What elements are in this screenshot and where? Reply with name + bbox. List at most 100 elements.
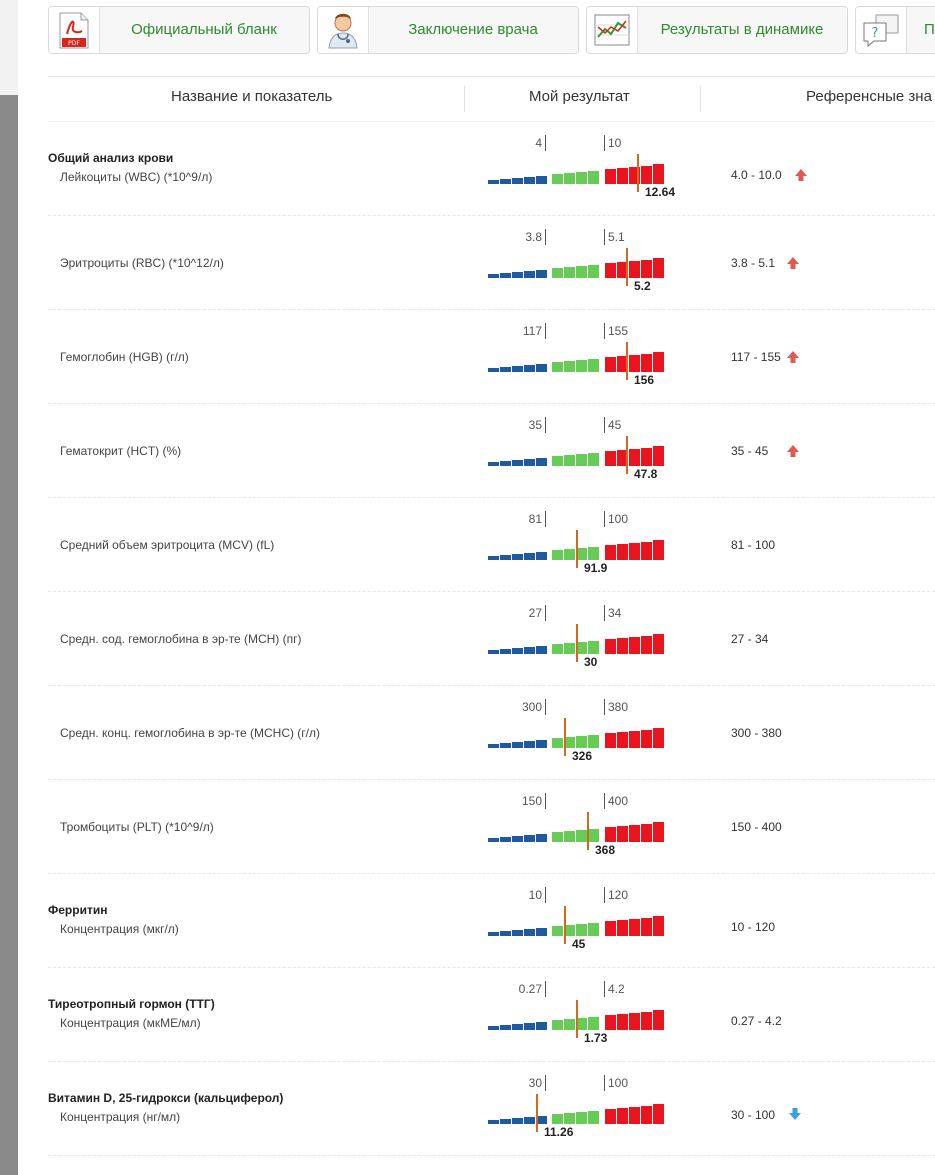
result-marker [626,342,628,380]
row-divider [48,497,935,498]
result-value: 47.8 [634,467,658,481]
row-divider [48,309,935,310]
reference-low-label: 27 [528,606,542,620]
reference-range: 10 - 120 [731,920,776,934]
header-name: Название и показатель [171,88,333,105]
group-title: Витамин D, 25-гидрокси (кальциферол) [48,1091,284,1105]
reference-high-tick [604,229,605,245]
doctor-icon [318,7,369,53]
reference-range: 27 - 34 [731,632,769,646]
reference-high-label: 10 [608,136,622,150]
result-scale: 30 100 11.26 [488,1062,668,1156]
reference-high-tick [604,981,605,997]
header-separator [700,86,701,112]
official-form-button[interactable]: PDF Официальный бланк [48,6,310,54]
reference-low-tick [545,699,546,715]
scale-bars [488,352,664,372]
result-scale: 0.27 4.2 1.73 [488,968,668,1062]
parameter-name: Гематокрит (HCT) (%) [60,444,182,458]
result-value: 11.26 [544,1125,574,1139]
dynamics-results-button[interactable]: Результаты в динамике [586,6,848,54]
table-row: Средн. сод. гемоглобина в эр-те (MCH) (п… [48,592,935,686]
reference-range: 117 - 155 [731,350,781,364]
result-scale: 3.8 5.1 5.2 [488,216,668,310]
reference-low-tick [545,323,546,339]
table-row: Тромбоциты (PLT) (*10^9/л) 150 400 368 1… [48,780,935,874]
arrow-up-icon [795,169,807,181]
header-separator [464,86,465,112]
reference-low-tick [545,887,546,903]
parameter-name: Лейкоциты (WBC) (*10^9/л) [60,170,213,184]
result-value: 156 [634,373,655,387]
reference-high-label: 400 [608,794,629,808]
result-value: 45 [572,937,586,951]
svg-text:?: ? [872,26,879,41]
table-row: Тиреотропный гормон (ТТГ) Концентрация (м… [48,968,935,1062]
questions-button[interactable]: ? По [855,6,935,54]
result-value: 326 [572,749,593,763]
table-row: Средн. конц. гемоглобина в эр-те (MCHC) … [48,686,935,780]
scale-bars [488,822,664,842]
reference-high-label: 120 [608,888,629,902]
scale-bars [488,446,664,466]
result-scale: 4 10 12.64 [488,122,675,216]
reference-range: 81 - 100 [731,538,776,552]
group-title: Общий анализ крови [48,151,174,165]
result-value: 5.2 [634,279,651,293]
result-scale: 27 34 30 [488,592,668,686]
reference-low-label: 10 [528,888,542,902]
scale-bars [488,634,664,654]
header-my-result: Мой результат [529,88,630,105]
reference-range: 3.8 - 5.1 [731,256,776,270]
reference-low-tick [545,511,546,527]
reference-high-label: 45 [608,418,622,432]
header-divider [48,121,935,122]
parameter-name: Средн. сод. гемоглобина в эр-те (MCH) (п… [60,632,302,646]
arrow-up-icon [787,257,799,269]
reference-range: 0.27 - 4.2 [731,1014,782,1028]
reference-high-label: 5.1 [608,230,625,244]
result-marker [587,812,589,850]
reference-high-tick [604,417,605,433]
question-bubbles-icon: ? [856,7,907,53]
svg-text:PDF: PDF [68,40,80,47]
dynamics-results-label: Результаты в динамике [660,21,824,38]
official-form-label: Официальный бланк [131,21,277,38]
scale-bars [488,164,664,184]
result-value: 12.64 [645,185,676,199]
reference-high-label: 100 [608,1076,629,1090]
toolbar-divider [48,76,935,77]
reference-range: 300 - 380 [731,726,782,740]
header-reference: Референсные зна [806,88,932,105]
result-scale: 81 100 91.9 [488,498,668,592]
doctor-conclusion-label: Заключение врача [408,21,538,38]
reference-high-tick [604,511,605,527]
parameter-name: Концентрация (мкг/л) [60,922,179,936]
result-marker [536,1094,538,1132]
reference-low-tick [545,605,546,621]
result-marker [576,530,578,568]
table-row: Эритроциты (RBC) (*10^12/л) 3.8 5.1 5.2 … [48,216,935,310]
arrow-up-icon [787,351,799,363]
result-scale: 150 400 368 [488,780,668,874]
reference-low-tick [545,1075,546,1091]
parameter-name: Тромбоциты (PLT) (*10^9/л) [60,820,214,834]
reference-high-label: 34 [608,606,622,620]
doctor-conclusion-button[interactable]: Заключение врача [317,6,579,54]
scale-bars [488,540,664,560]
parameter-name: Гемоглобин (HGB) (г/л) [60,350,189,364]
questions-label: По [924,21,935,38]
reference-low-tick [545,793,546,809]
result-scale: 117 155 156 [488,310,668,404]
reference-low-label: 4 [535,136,542,150]
group-title: Ферритин [48,903,108,917]
scale-bars [488,916,664,936]
result-value: 30 [584,655,598,669]
result-value: 368 [595,843,616,857]
group-title: Тиреотропный гормон (ТТГ) [48,997,215,1011]
row-divider [48,1061,935,1062]
reference-low-label: 35 [528,418,542,432]
scale-bars [488,728,664,748]
reference-low-label: 150 [521,794,542,808]
reference-high-label: 4.2 [608,982,625,996]
